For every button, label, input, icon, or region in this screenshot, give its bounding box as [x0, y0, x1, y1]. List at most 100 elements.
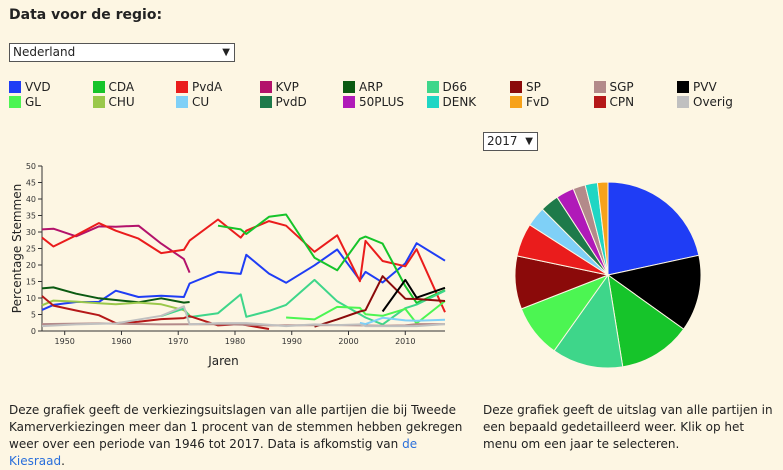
legend-swatch	[510, 96, 522, 108]
legend-item-gl: GL	[9, 95, 41, 109]
x-tick-label: 1960	[111, 337, 131, 346]
legend-label: D66	[442, 80, 468, 94]
y-tick-label: 5	[31, 311, 36, 320]
y-axis-label: Percentage Stemmen	[10, 184, 24, 313]
legend-label: PVV	[693, 80, 717, 94]
legend-item-d66: D66	[426, 80, 468, 94]
x-tick-label: 1980	[225, 337, 245, 346]
y-tick-label: 40	[26, 195, 36, 204]
series-line-overig	[41, 305, 446, 328]
legend-swatch	[176, 96, 188, 108]
legend-swatch	[259, 96, 272, 108]
legend-label: ARP	[359, 80, 383, 94]
legend-item-pvda: PvdA	[176, 80, 222, 94]
legend-item-pvdd: PvdD	[259, 95, 307, 109]
legend-swatch	[510, 81, 522, 93]
line-description-end: .	[61, 454, 65, 468]
year-select-value: 2017	[487, 134, 518, 148]
legend-label: SP	[526, 80, 541, 94]
x-tick-label: 1990	[282, 337, 302, 346]
legend-label: CU	[192, 95, 210, 109]
legend-item-cda: CDA	[92, 80, 135, 94]
legend-label: CDA	[108, 80, 135, 94]
x-tick-label: 2000	[338, 337, 358, 346]
pie-slice-fvd	[596, 181, 609, 276]
chevron-down-icon: ▼	[222, 47, 230, 58]
x-tick-label: 1970	[168, 337, 188, 346]
pie-slice-d66	[553, 273, 624, 369]
legend-swatch	[343, 81, 355, 93]
legend-item-sgp: SGP	[593, 80, 634, 94]
series-line-arp	[41, 286, 190, 304]
legend-item-overig: Overig	[677, 95, 733, 109]
pie-slice-cda	[607, 273, 685, 368]
legend-label: GL	[25, 95, 41, 109]
legend-label: PvdD	[275, 95, 307, 109]
legend-label: VVD	[25, 80, 51, 94]
legend-item-denk: DENK	[426, 95, 477, 109]
series-line-sp	[314, 275, 446, 328]
legend-item-cpn: CPN	[593, 95, 635, 109]
legend-label: KVP	[275, 80, 299, 94]
series-line-cda	[217, 213, 446, 304]
legend-label: SGP	[609, 80, 634, 94]
y-tick-label: 0	[31, 327, 36, 336]
pie-chart-description: Deze grafiek geeft de uitslag van alle p…	[483, 403, 773, 451]
legend-swatch	[92, 81, 105, 93]
legend-swatch	[677, 96, 689, 108]
legend-item-chu: CHU	[92, 95, 135, 109]
legend-swatch	[9, 81, 21, 93]
legend-item-vvd: VVD	[9, 80, 51, 94]
legend-label: PvdA	[192, 80, 223, 94]
legend-label: DENK	[442, 95, 477, 109]
series-line-gl	[286, 300, 446, 325]
legend-item-fvd: FvD	[510, 95, 549, 109]
series-line-pvda	[41, 218, 446, 313]
y-tick-label: 20	[26, 261, 36, 270]
y-tick-label: 30	[26, 228, 36, 237]
legend-swatch	[593, 81, 606, 93]
legend-swatch	[176, 81, 188, 93]
legend-label: Overig	[693, 95, 733, 109]
line-chart-description: Deze grafiek geeft de verkiezingsuitslag…	[9, 402, 471, 470]
legend-swatch	[259, 81, 272, 93]
series-line-vvd	[41, 242, 446, 311]
legend-swatch	[677, 81, 689, 93]
y-tick-label: 35	[26, 212, 36, 221]
legend-item-50plus: 50PLUS	[343, 95, 404, 109]
series-line-kvp	[41, 224, 191, 273]
x-tick-label: 2010	[395, 337, 415, 346]
legend-label: CHU	[108, 95, 135, 109]
y-tick-label: 15	[26, 278, 36, 287]
legend-item-pvv: PVV	[677, 80, 717, 94]
legend-swatch	[343, 96, 355, 108]
legend-swatch	[9, 96, 21, 108]
legend-swatch	[426, 81, 439, 93]
series-line-d66	[160, 278, 446, 326]
chart-canvas: 0 5 10 15 20 25 30 35 40 45 50 1950 1960 1970 1980 1990…	[10, 162, 702, 369]
year-select[interactable]: 2017 ▼	[483, 132, 538, 151]
y-tick-label: 25	[26, 245, 36, 254]
line-description-text: Deze grafiek geeft de verkiezingsuitslag…	[9, 403, 463, 451]
y-tick-label: 45	[26, 179, 36, 188]
legend-label: FvD	[526, 95, 550, 109]
x-axis-label: Jaren	[207, 354, 239, 368]
series-line-pvv	[381, 278, 446, 313]
y-tick-label: 10	[26, 294, 36, 303]
legend-item-kvp: KVP	[259, 80, 299, 94]
series-line-chu	[41, 299, 191, 316]
legend-swatch	[92, 96, 105, 108]
chevron-down-icon: ▼	[525, 136, 533, 147]
page-title: Data voor de regio:	[9, 7, 163, 23]
series-line-cu	[359, 316, 446, 326]
x-tick-label: 1950	[55, 337, 75, 346]
pie-slice-vvd	[607, 181, 700, 276]
region-select[interactable]: Nederland ▼	[9, 43, 235, 62]
pie-slice-pvv	[606, 254, 702, 330]
legend-item-sp: SP	[510, 80, 541, 94]
legend-label: 50PLUS	[359, 95, 404, 109]
legend-item-arp: ARP	[343, 80, 383, 94]
region-select-value: Nederland	[13, 45, 76, 59]
legend-label: CPN	[609, 95, 635, 109]
legend-swatch	[593, 96, 606, 108]
